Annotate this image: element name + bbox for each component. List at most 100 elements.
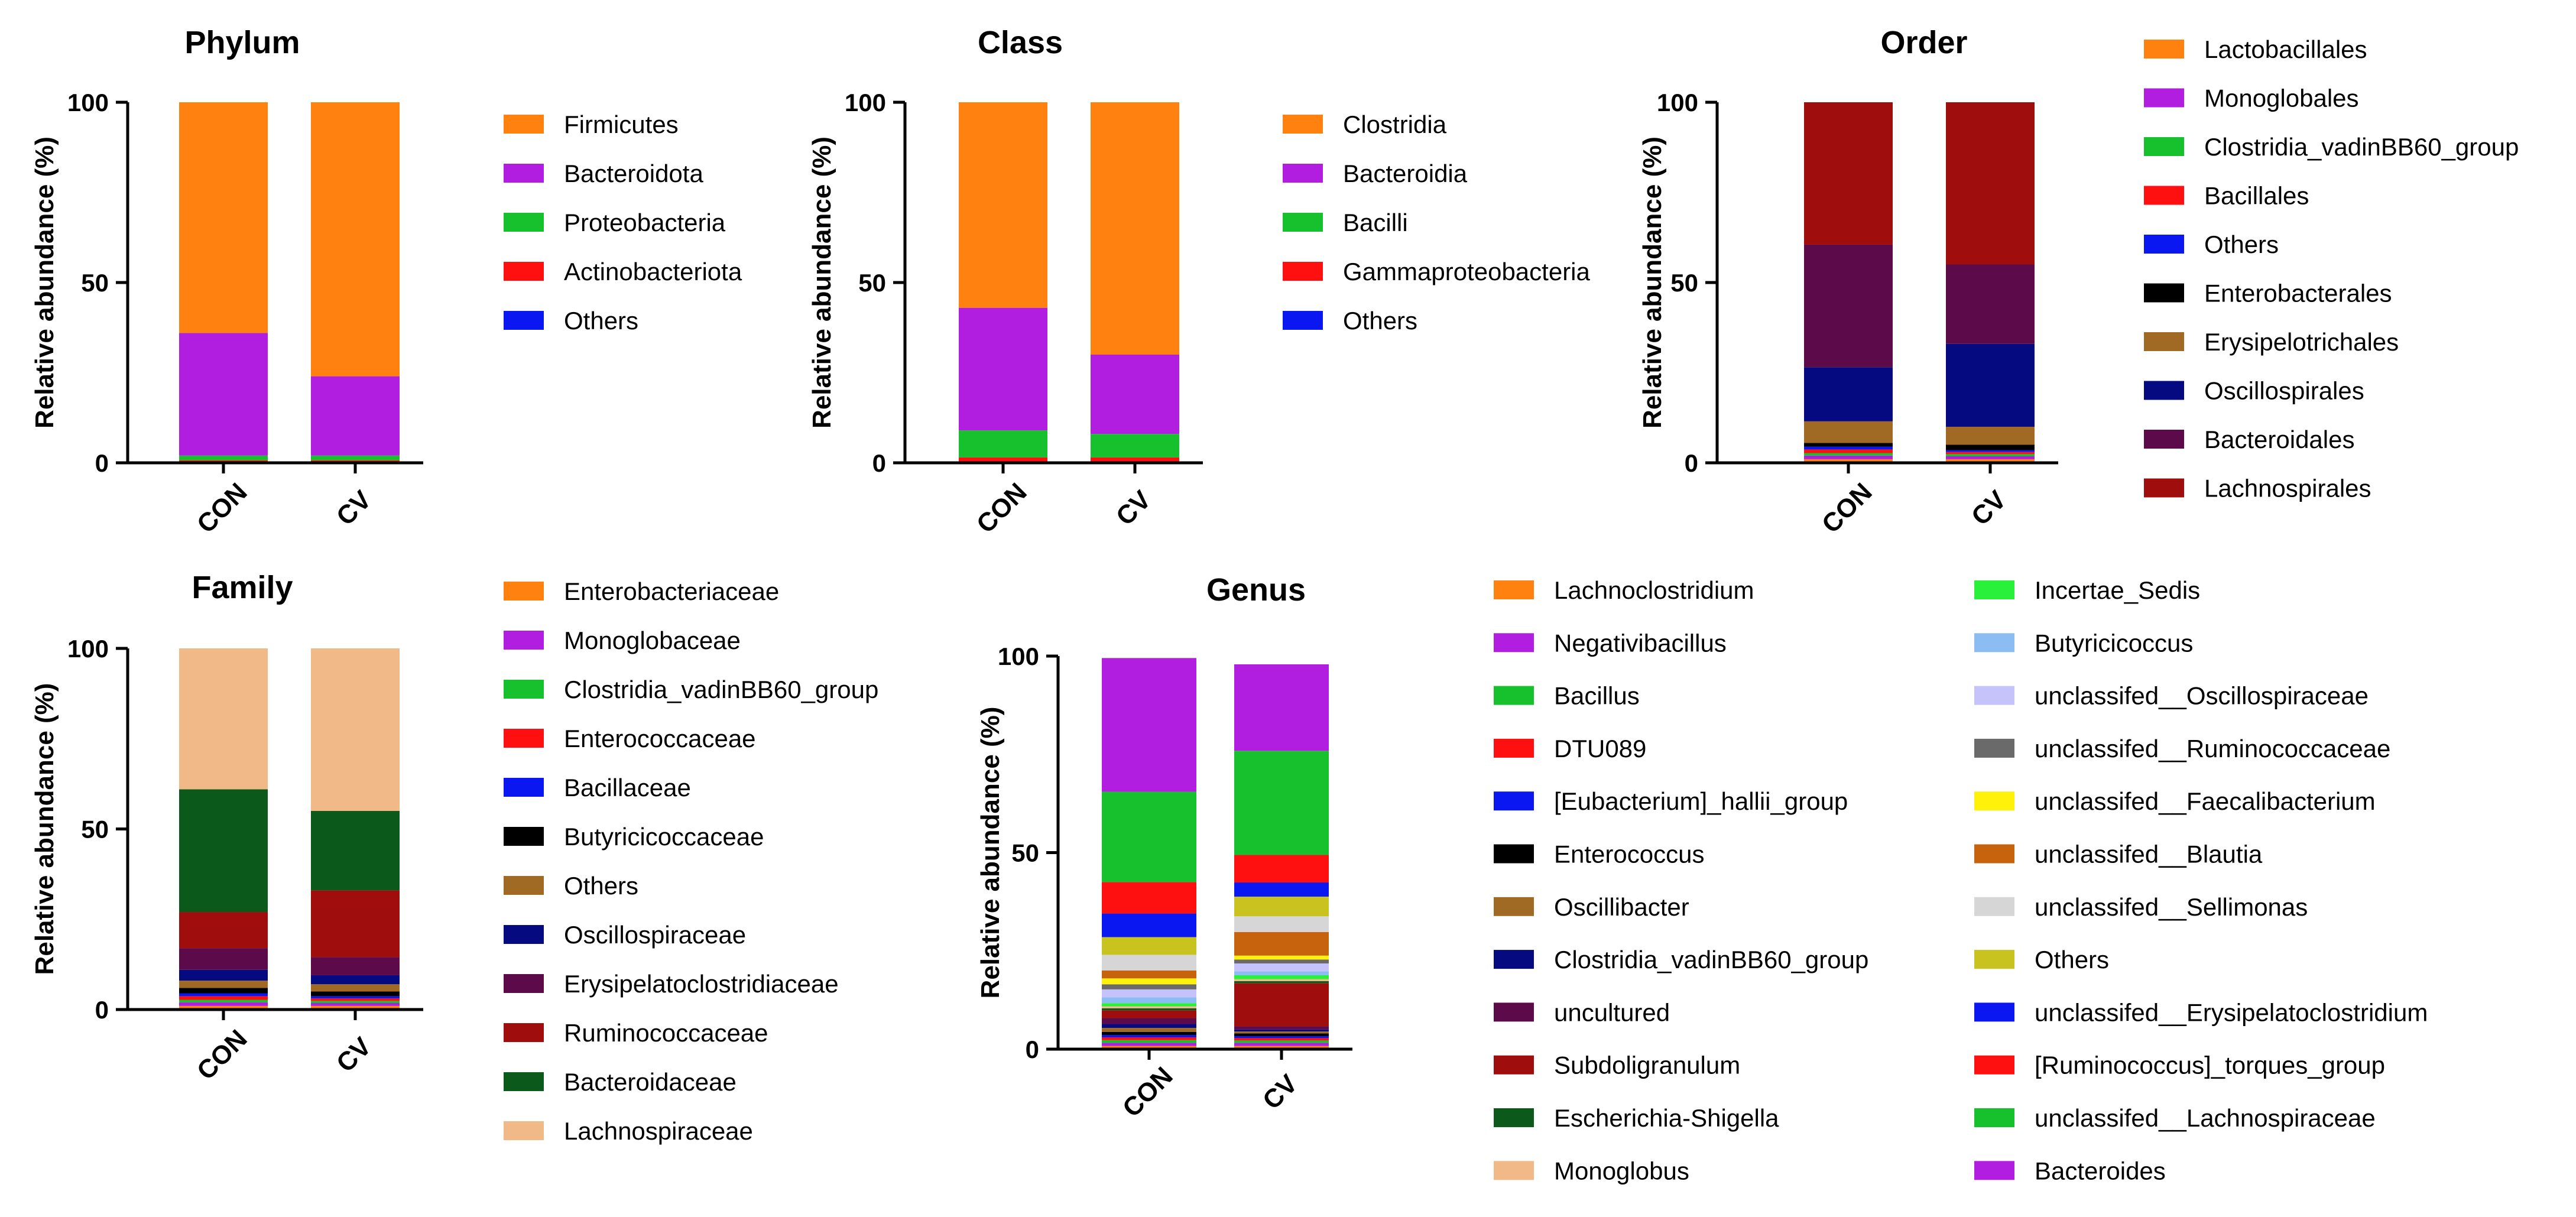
chart-title: Genus [1206, 572, 1306, 608]
legend-swatch [1283, 311, 1323, 330]
bar-segment [1946, 459, 2035, 463]
legend-label: Lactobacillales [2204, 35, 2367, 63]
y-tick-label: 0 [1685, 449, 1698, 477]
legend-swatch [504, 974, 544, 993]
legend-label: Erysipelatoclostridiaceae [564, 970, 839, 998]
bar-segment [1946, 444, 2035, 450]
bar-segment [311, 957, 400, 975]
bar-segment [179, 648, 268, 790]
legend-swatch [1494, 633, 1534, 653]
legend-label: Butyricicoccus [2035, 629, 2193, 657]
legend-swatch [2144, 381, 2184, 400]
bar-segment [1102, 1046, 1196, 1049]
legend-swatch [504, 631, 544, 650]
legend-swatch [504, 262, 544, 281]
legend-swatch [504, 876, 544, 895]
bar-segment [1234, 975, 1329, 979]
legend-label: unclassifed__Faecalibacterium [2035, 787, 2376, 815]
legend-label: Enterobacteriaceae [564, 577, 779, 605]
x-tick-label: CON [971, 478, 1033, 539]
bar-segment [179, 455, 268, 460]
legend-swatch [504, 582, 544, 601]
legend-label: Oscillospiraceae [564, 921, 746, 949]
bar-segment [1946, 264, 2035, 344]
bar-segment [179, 460, 268, 462]
legend-swatch [1494, 1002, 1534, 1022]
bar-segment [179, 993, 268, 997]
legend-swatch [2144, 478, 2184, 498]
bar-segment [1102, 1003, 1196, 1007]
y-tick-label: 0 [95, 449, 109, 477]
legend-swatch [504, 778, 544, 797]
legend-swatch [1494, 950, 1534, 969]
bar-segment [311, 460, 400, 462]
bar-segment [311, 996, 400, 999]
y-tick-label: 100 [67, 89, 109, 116]
legend-swatch [2144, 283, 2184, 303]
legend-label: Clostridia_vadinBB60_group [1554, 946, 1868, 973]
bar-segment [1234, 963, 1329, 972]
bar-segment [1091, 457, 1179, 462]
bar-segment [1804, 244, 1893, 368]
bar-segment [1234, 1043, 1329, 1046]
bar-segment [1102, 1028, 1196, 1032]
bar-segment [1102, 1008, 1196, 1011]
legend-swatch [1494, 1108, 1534, 1127]
bar-segment [1234, 1036, 1329, 1038]
y-axis-label: Relative abundance (%) [976, 707, 1005, 999]
bar-segment [1804, 102, 1893, 245]
legend-swatch [1283, 262, 1323, 281]
legend-swatch [504, 1121, 544, 1140]
legend-swatch [1494, 1055, 1534, 1075]
legend-swatch [1494, 897, 1534, 916]
x-tick-label: CV [1966, 485, 2012, 531]
bar-segment [179, 912, 268, 949]
legend-label: unclassifed__Lachnospiraceae [2035, 1104, 2376, 1132]
bar-segment [1946, 452, 2035, 455]
y-axis-label: Relative abundance (%) [30, 683, 59, 975]
x-tick-label: CV [1111, 485, 1157, 531]
chart-title: Class [978, 25, 1063, 60]
y-tick-label: 100 [845, 89, 886, 116]
chart-family: Family Relative abundance (%) CON CV 0 50 100 E… [30, 570, 878, 1145]
legend-label: unclassifed__Ruminococcaceae [2035, 735, 2390, 762]
bar-segment [1102, 1035, 1196, 1038]
legend-swatch [1974, 686, 2014, 705]
bar-segment [1234, 959, 1329, 964]
legend-label: Negativibacillus [1554, 629, 1727, 657]
legend-label: Proteobacteria [564, 209, 726, 236]
bar-segment [1804, 449, 1893, 453]
bar-segment [1804, 459, 1893, 463]
legend-label: Bacteroidales [2204, 426, 2354, 453]
legend-label: Incertae_Sedis [2035, 576, 2200, 604]
legend-label: Oscillospirales [2204, 377, 2364, 405]
y-tick-label: 50 [858, 269, 886, 297]
bar-segment [1234, 1031, 1329, 1034]
chart-class: Class Relative abundance (%) CON CV 0 50 100 Cl… [807, 25, 1591, 539]
legend-label: Bacillus [1554, 682, 1640, 710]
bar-segment [311, 455, 400, 460]
bar-segment [1804, 443, 1893, 447]
legend-label: Firmicutes [564, 111, 679, 138]
bar-segment [1234, 1033, 1329, 1037]
bar-segment [1102, 1040, 1196, 1043]
legend-label: Others [2035, 946, 2109, 973]
y-axis-label: Relative abundance (%) [1638, 137, 1667, 429]
legend-label: unclassifed__Oscillospiraceae [2035, 682, 2369, 710]
bar-segment [311, 1005, 400, 1010]
bar-segment [1091, 102, 1179, 355]
x-tick-label: CON [1816, 478, 1878, 539]
bar-segment [1102, 1043, 1196, 1046]
bar-segment [1234, 981, 1329, 984]
bar-segment [1234, 1038, 1329, 1041]
bar-segment [1804, 446, 1893, 450]
bar-segment [1234, 882, 1329, 897]
legend-swatch [1974, 1002, 2014, 1022]
bar-segment [311, 376, 400, 456]
bar-segment [1946, 102, 2035, 265]
bar-segment [1234, 1029, 1329, 1032]
bar-segment [311, 810, 400, 891]
bar-segment [1102, 1024, 1196, 1028]
legend-label: [Eubacterium]_hallii_group [1554, 787, 1848, 815]
bar-segment [1234, 1046, 1329, 1049]
